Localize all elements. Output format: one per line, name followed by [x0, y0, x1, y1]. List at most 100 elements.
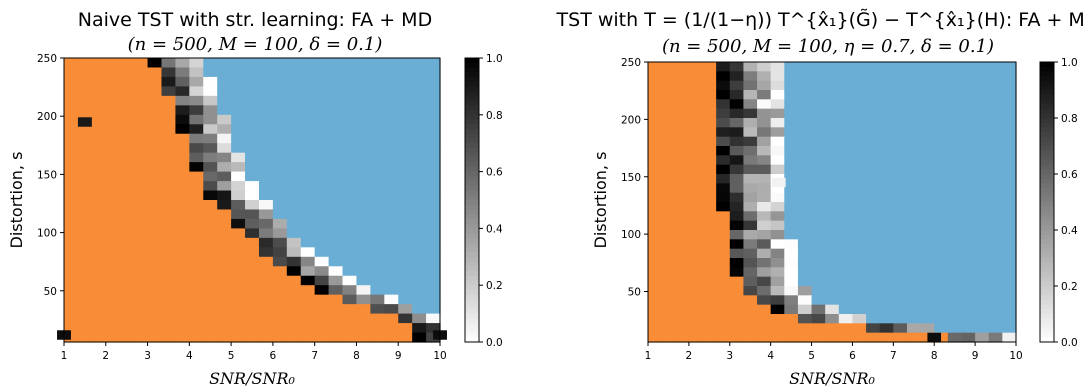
heatmap-cell	[743, 230, 758, 240]
heatmap-cell	[412, 67, 427, 78]
heatmap-cell	[743, 183, 758, 194]
heatmap-cell	[175, 209, 190, 220]
y-tick-label: 200	[37, 111, 57, 123]
heatmap-cell	[825, 174, 840, 184]
colorbar-segment	[1040, 323, 1054, 329]
heatmap-cell	[203, 190, 218, 201]
heatmap-cell	[398, 256, 413, 267]
heatmap-cell	[426, 247, 441, 258]
heatmap-cell	[716, 314, 731, 324]
heatmap-cell	[286, 228, 302, 239]
heatmap-cell	[328, 181, 344, 192]
heatmap-cell	[716, 71, 731, 82]
heatmap-cell	[272, 247, 288, 258]
heatmap-cell	[370, 200, 385, 211]
heatmap-cell	[342, 332, 358, 343]
heatmap-cell	[64, 256, 79, 267]
heatmap-cell	[947, 127, 963, 138]
heatmap-cell	[906, 90, 922, 100]
heatmap-cell	[175, 323, 190, 334]
heatmap-cell	[258, 67, 274, 78]
heatmap-cell	[217, 67, 232, 78]
heatmap-cell	[286, 114, 302, 125]
heatmap-cell	[286, 76, 302, 87]
heatmap-cell	[328, 209, 344, 220]
colorbar-segment	[465, 280, 479, 286]
heatmap-cell	[245, 275, 260, 286]
heatmap-cell	[743, 108, 758, 119]
heatmap-cell	[947, 62, 963, 72]
heatmap-cell	[161, 67, 177, 78]
heatmap-cell	[1002, 71, 1017, 82]
heatmap-cell	[757, 118, 772, 128]
heatmap-cell	[838, 211, 854, 222]
heatmap-cell	[272, 114, 288, 125]
heatmap-cell	[91, 294, 107, 305]
heatmap-cell	[426, 86, 441, 97]
heatmap-cell	[356, 304, 371, 315]
heatmap-cell	[906, 155, 922, 166]
heatmap-cell	[77, 162, 93, 173]
heatmap-cell	[825, 136, 840, 147]
heatmap-cell	[64, 124, 79, 135]
heatmap-cell	[879, 258, 894, 268]
heatmap-cell	[784, 323, 799, 334]
heatmap-cell	[893, 314, 908, 324]
heatmap-cell	[784, 146, 799, 156]
heatmap-cell	[675, 323, 690, 334]
heatmap-cell	[231, 247, 246, 258]
heatmap-cell	[661, 174, 676, 184]
heatmap-cell	[203, 124, 218, 135]
heatmap-cell	[934, 155, 949, 166]
heatmap-cell	[412, 58, 427, 69]
heatmap-cell	[743, 295, 758, 306]
heatmap-cell	[879, 174, 894, 184]
heatmap-cell	[77, 190, 93, 201]
heatmap-cell	[370, 275, 385, 286]
heatmap-cell	[342, 114, 358, 125]
heatmap-cell	[217, 332, 232, 343]
heatmap-cell	[661, 230, 676, 240]
heatmap-cell	[961, 295, 976, 306]
heatmap-cell	[133, 58, 149, 69]
heatmap-cell	[784, 220, 799, 231]
heatmap-cell	[258, 105, 274, 116]
heatmap-cell	[147, 285, 163, 296]
heatmap-cell	[161, 228, 177, 239]
heatmap-cell	[217, 124, 232, 135]
heatmap-cell	[770, 202, 785, 212]
heatmap-cell	[64, 294, 79, 305]
heatmap-cell	[866, 211, 881, 222]
heatmap-cell	[947, 71, 963, 82]
x-tick-label: 3	[144, 350, 151, 362]
heatmap-cell	[825, 248, 840, 259]
heatmap-cell	[384, 266, 399, 277]
heatmap-cell	[105, 181, 121, 192]
right-subtitle: (n = 500, M = 100, η = 0.7, δ = 0.1)	[662, 36, 994, 57]
heatmap-cell	[64, 105, 79, 116]
heatmap-cell	[217, 266, 232, 277]
colorbar-segment	[465, 147, 479, 154]
heatmap-cell	[975, 211, 990, 222]
heatmap-cell	[675, 183, 690, 194]
heatmap-cell	[161, 313, 177, 324]
heatmap-cell	[702, 267, 717, 278]
heatmap-cell	[91, 266, 107, 277]
colorbar-tick-label: 0.8	[486, 110, 503, 122]
heatmap-cell	[231, 67, 246, 78]
heatmap-cell	[920, 71, 935, 82]
heatmap-cell	[217, 133, 232, 144]
heatmap-cell	[189, 313, 204, 324]
heatmap-cell	[702, 220, 717, 231]
heatmap-cell	[811, 127, 826, 138]
heatmap-cell	[91, 133, 107, 144]
heatmap-cell	[811, 248, 826, 259]
heatmap-cell	[770, 108, 785, 119]
heatmap-cell	[825, 164, 840, 175]
heatmap-cell	[975, 90, 990, 100]
heatmap-cell	[189, 105, 204, 116]
heatmap-cell	[300, 323, 316, 334]
heatmap-cell	[64, 200, 79, 211]
heatmap-cell	[811, 146, 826, 156]
heatmap-cell	[975, 230, 990, 240]
